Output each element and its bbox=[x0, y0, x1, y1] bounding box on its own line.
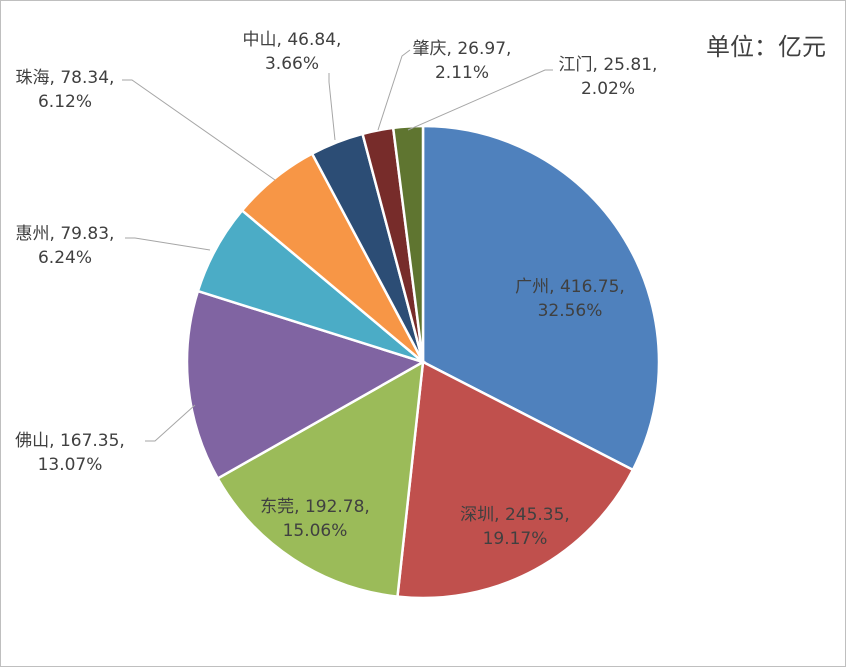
leader-line bbox=[328, 73, 336, 141]
leader-line bbox=[407, 69, 553, 131]
pie-slice bbox=[396, 360, 635, 600]
pie-slice bbox=[185, 289, 427, 481]
data-label: 深圳, 245.35, 19.17% bbox=[460, 505, 570, 549]
data-label: 广州, 416.75, 32.56% bbox=[515, 277, 625, 321]
leader-line bbox=[125, 237, 211, 251]
data-label: 珠海, 78.34, 6.12% bbox=[16, 68, 115, 112]
data-labels: 广州, 416.75, 32.56% 深圳, 245.35, 19.17% 东莞, 19… bbox=[15, 30, 657, 549]
leader-line bbox=[377, 49, 411, 131]
leader-line bbox=[122, 79, 276, 181]
pie-slice bbox=[391, 124, 425, 363]
leader-lines bbox=[122, 49, 553, 442]
data-label: 惠州, 79.83, 6.24% bbox=[16, 224, 115, 268]
leader-line bbox=[145, 404, 196, 442]
pie-slice bbox=[421, 124, 661, 472]
pie-slices bbox=[185, 124, 661, 600]
unit-label: 单位：亿元 bbox=[706, 33, 826, 61]
data-label: 中山, 46.84, 3.66% bbox=[243, 30, 342, 74]
data-label: 肇庆, 26.97, 2.11% bbox=[413, 39, 512, 83]
pie-slice bbox=[216, 359, 425, 598]
data-label: 东莞, 192.78, 15.06% bbox=[260, 497, 370, 541]
data-label: 佛山, 167.35, 13.07% bbox=[15, 431, 125, 475]
data-label: 江门, 25.81, 2.02% bbox=[559, 55, 658, 99]
